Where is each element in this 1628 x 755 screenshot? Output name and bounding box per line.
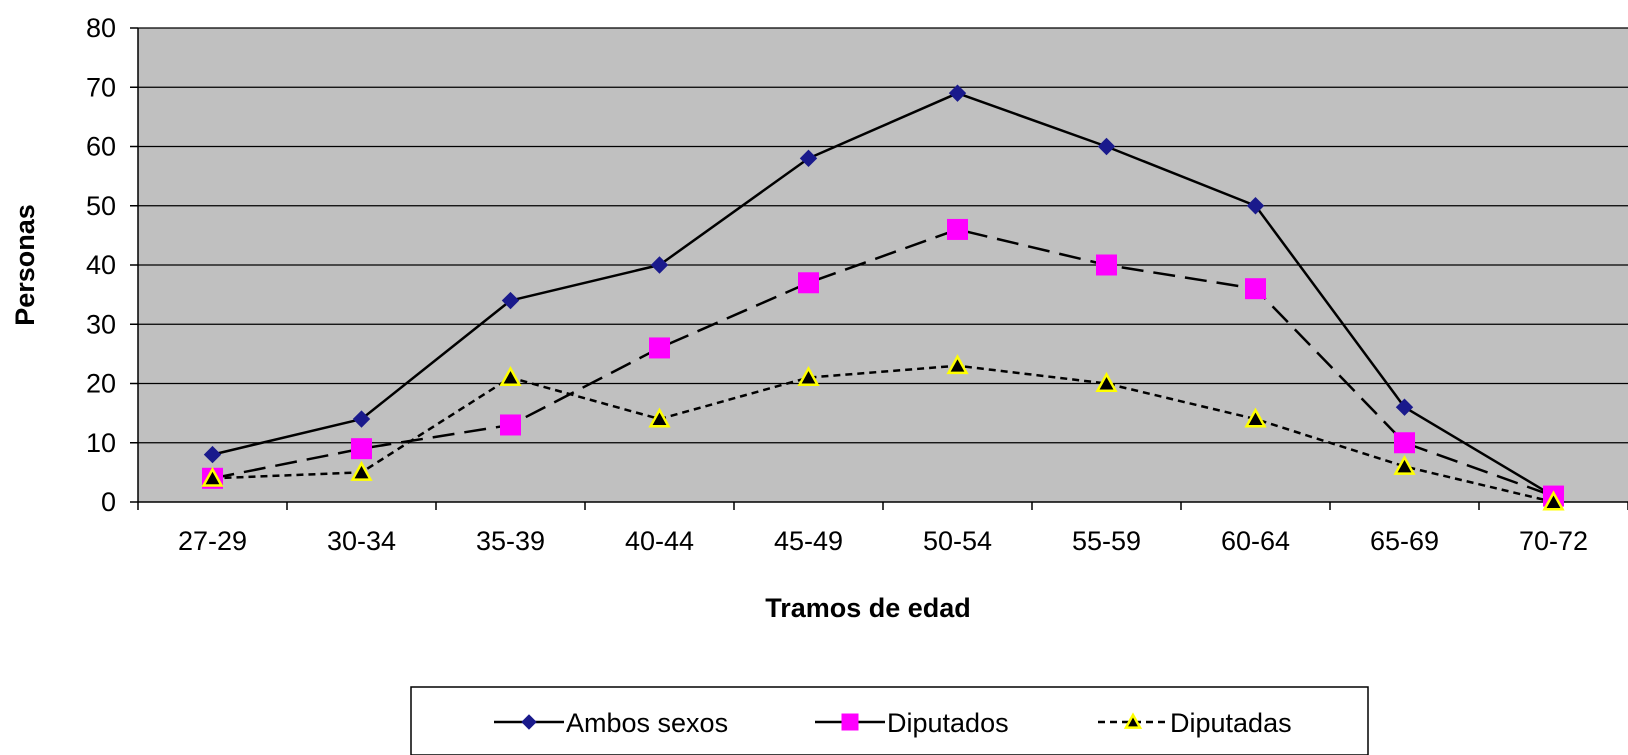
marker-triangle <box>350 460 373 481</box>
series-lines <box>212 91 1555 504</box>
y-tick-label: 10 <box>86 428 116 458</box>
series-line <box>212 364 1554 504</box>
axes <box>130 27 1628 510</box>
x-tick-labels: 27-29 30-34 35-39 40-44 45-49 50-54 55-59 60-64… <box>178 526 1588 556</box>
marker-triangle <box>201 466 224 487</box>
marker-square <box>798 272 819 294</box>
marker-diamond <box>521 714 537 730</box>
marker-diamond <box>1097 137 1116 156</box>
marker-triangle <box>1393 454 1416 475</box>
series-line <box>212 91 1555 498</box>
y-tick-labels: 0 10 20 30 40 50 60 70 80 <box>86 13 116 517</box>
series-markers <box>201 84 1565 511</box>
marker-square <box>1096 254 1117 276</box>
x-axis-title: Tramos de edad <box>765 593 971 623</box>
marker-triangle <box>1542 490 1565 511</box>
marker-square <box>1394 432 1415 454</box>
marker-diamond <box>203 445 222 464</box>
legend-label: Diputadas <box>1170 708 1292 738</box>
series-line <box>212 228 1554 498</box>
x-tick-label: 50-54 <box>923 526 992 556</box>
marker-triangle <box>797 366 820 387</box>
x-tick-label: 40-44 <box>625 526 694 556</box>
marker-triangle <box>1244 407 1267 428</box>
legend: Ambos sexos Diputados Diputadas <box>410 686 1369 755</box>
y-tick-label: 0 <box>101 487 116 517</box>
y-tick-label: 40 <box>86 250 116 280</box>
legend-label: Diputados <box>887 708 1009 738</box>
y-axis-title: Personas <box>10 204 40 326</box>
marker-triangle <box>648 407 671 428</box>
y-tick-label: 30 <box>86 309 116 339</box>
marker-square <box>649 337 670 359</box>
y-tick-label: 70 <box>86 72 116 102</box>
marker-diamond <box>352 410 371 428</box>
marker-diamond <box>501 291 520 310</box>
marker-square <box>500 414 521 436</box>
marker-triangle <box>1123 712 1143 729</box>
x-tick-label: 60-64 <box>1221 526 1290 556</box>
marker-square <box>841 713 859 731</box>
marker-diamond <box>1246 197 1265 215</box>
y-tick-label: 80 <box>86 13 116 43</box>
marker-diamond <box>1395 398 1414 416</box>
marker-triangle <box>1095 371 1118 392</box>
x-tick-label: 55-59 <box>1072 526 1141 556</box>
marker-diamond <box>799 149 818 168</box>
x-tick-label: 30-34 <box>327 526 396 556</box>
marker-triangle <box>946 354 969 375</box>
marker-square <box>351 438 372 460</box>
x-tick-label: 70-72 <box>1519 526 1588 556</box>
legend-label: Ambos sexos <box>566 708 728 738</box>
marker-diamond <box>948 84 967 102</box>
x-tick-label: 65-69 <box>1370 526 1439 556</box>
legend-items: Ambos sexos Diputados Diputadas <box>494 708 1292 738</box>
x-tick-label: 35-39 <box>476 526 545 556</box>
marker-square <box>1245 278 1266 300</box>
gridlines <box>138 27 1628 444</box>
x-tick-label: 45-49 <box>774 526 843 556</box>
y-tick-label: 60 <box>86 132 116 162</box>
y-tick-label: 50 <box>86 191 116 221</box>
legend-box <box>410 686 1369 755</box>
marker-diamond <box>650 256 669 274</box>
marker-triangle <box>499 366 522 387</box>
marker-square <box>947 218 968 240</box>
y-tick-label: 20 <box>86 369 116 399</box>
x-tick-label: 27-29 <box>178 526 247 556</box>
